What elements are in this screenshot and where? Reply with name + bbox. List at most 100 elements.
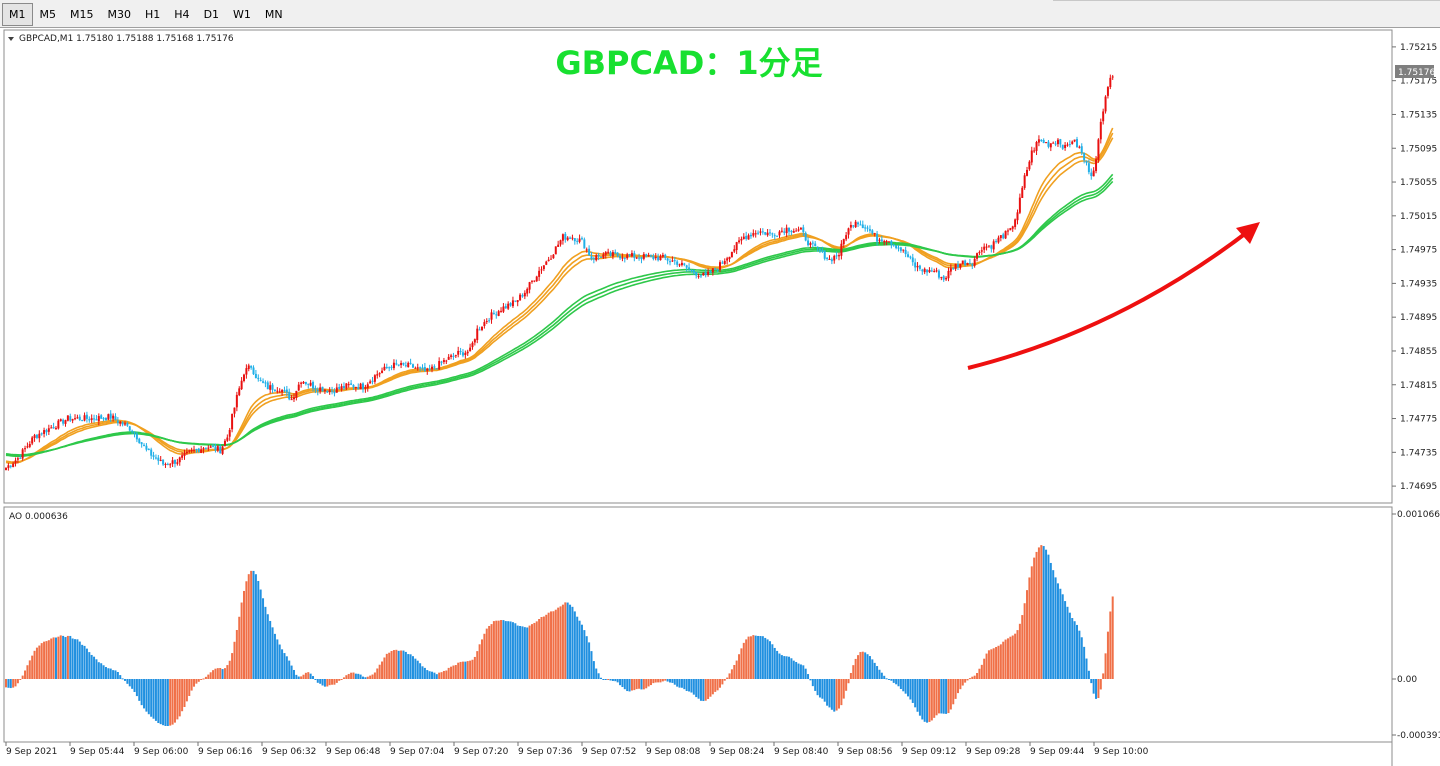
candle-body [747, 235, 750, 240]
ao-bar [635, 679, 638, 690]
candle-body [954, 263, 957, 270]
ao-bar [804, 668, 807, 679]
time-tick-label: 9 Sep 10:00 [1094, 747, 1149, 757]
candle-body [159, 459, 162, 461]
ao-bar [554, 609, 557, 679]
candle-body [709, 271, 712, 274]
candle-body [350, 383, 353, 385]
candle-body [797, 229, 800, 231]
ao-bar [52, 637, 55, 679]
candle-body [818, 248, 821, 251]
timeframe-d1-button[interactable]: D1 [203, 8, 220, 21]
ao-bar [240, 602, 243, 679]
ao-bar [97, 662, 100, 679]
candle-body [238, 388, 241, 396]
timeframe-m1-button[interactable]: M1 [2, 3, 33, 26]
candle-body [7, 465, 10, 469]
ao-bar [809, 679, 812, 681]
ao-bar [661, 679, 664, 682]
candle-body [597, 255, 600, 257]
arrow-head-icon [1236, 222, 1260, 244]
candle-body [514, 300, 517, 302]
ao-bar [252, 570, 255, 679]
candle-body [602, 254, 605, 258]
candle-body [595, 255, 598, 261]
ao-bar [666, 679, 669, 682]
collapse-triangle-icon[interactable] [8, 37, 14, 41]
ao-bar [507, 621, 510, 679]
ao-bar [590, 651, 593, 679]
ao-bar [504, 621, 507, 679]
ao-bar [954, 679, 957, 699]
candle-body [138, 438, 141, 444]
candle-body [204, 447, 207, 449]
candle-body [492, 312, 495, 314]
candle-body [478, 329, 481, 331]
ao-bar [492, 621, 495, 679]
candle-body [785, 227, 788, 234]
ao-bar [1071, 618, 1074, 679]
ao-bar [1061, 594, 1064, 679]
candle-body [559, 240, 562, 245]
candle-body [104, 417, 107, 421]
candle-body [440, 361, 443, 363]
ao-bar [752, 635, 755, 679]
candle-body [957, 264, 959, 268]
ao-tick-label: -0.000391 [1397, 731, 1440, 741]
candle-body [476, 328, 479, 341]
timeframe-m5-button[interactable]: M5 [39, 8, 57, 21]
candle-body [661, 254, 664, 257]
ao-bar [1033, 557, 1036, 679]
candle-body [442, 360, 445, 363]
ao-bar [131, 679, 134, 689]
ao-bar [849, 672, 852, 679]
ao-bar [964, 679, 967, 683]
ao-bar [814, 679, 817, 691]
ao-bar [835, 679, 838, 711]
candle-body [702, 272, 705, 276]
candle-body [642, 254, 645, 259]
timeframe-m30-button[interactable]: M30 [107, 8, 132, 21]
ao-bar [759, 636, 762, 679]
timeframe-m15-button[interactable]: M15 [70, 8, 94, 21]
timeframe-mn-button[interactable]: MN [264, 8, 283, 21]
ao-bar [350, 672, 353, 679]
candle-body [121, 422, 124, 425]
price-tick-label: 1.75175 [1400, 77, 1437, 87]
ao-bar [550, 611, 553, 679]
ao-bar [57, 636, 60, 679]
candle-body [21, 449, 24, 459]
candle-body [538, 270, 541, 277]
timeframe-h4-button[interactable]: H4 [174, 8, 190, 21]
ao-bar [1045, 549, 1048, 679]
candle-body [902, 249, 905, 251]
ao-bar [411, 656, 414, 679]
candle-body [1047, 141, 1050, 147]
ao-bar [402, 650, 405, 679]
ao-bar [450, 666, 453, 679]
candle-body [980, 250, 983, 252]
ao-bar [807, 674, 810, 679]
candle-body [804, 232, 807, 241]
ao-bar [207, 674, 210, 679]
ao-bar [64, 637, 67, 679]
price-chart[interactable]: 1.75215 1.75175 1.75135 1.75095 1.75055 1.750… [0, 27, 1440, 766]
candle-body [935, 270, 938, 272]
candle-body [119, 421, 122, 424]
candle-body [640, 257, 643, 260]
candle-body [140, 442, 143, 445]
ao-bar [152, 679, 155, 719]
candle-body [1085, 160, 1088, 163]
ao-bar [461, 661, 464, 679]
time-tick-label: 9 Sep 07:04 [390, 747, 445, 757]
candle-body [966, 262, 969, 265]
candle-body [909, 256, 912, 258]
ao-bar [609, 679, 612, 681]
price-tick-label: 1.75135 [1400, 110, 1437, 120]
ao-bar [333, 679, 336, 685]
timeframe-w1-button[interactable]: W1 [233, 8, 251, 21]
candle-body [133, 432, 136, 434]
ao-bar [147, 679, 150, 715]
timeframe-h1-button[interactable]: H1 [145, 8, 161, 21]
candle-body [840, 243, 843, 256]
